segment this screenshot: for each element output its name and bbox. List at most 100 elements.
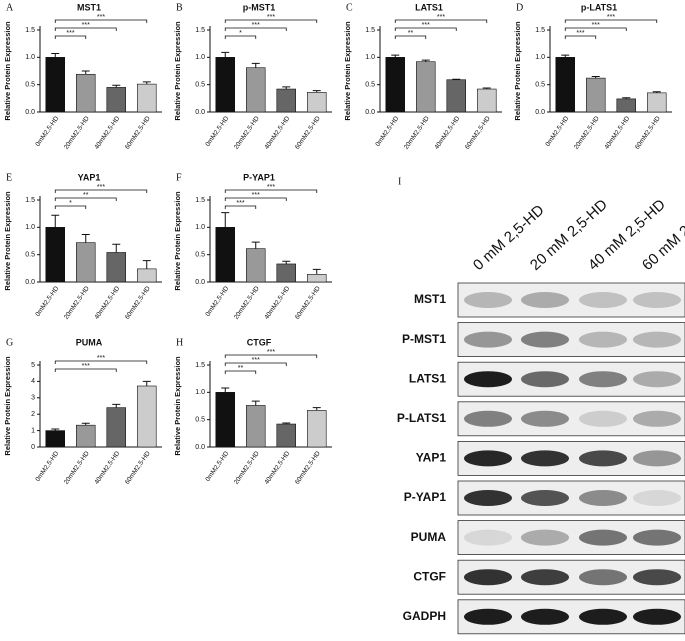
- error-bar: [81, 233, 90, 243]
- chart-title: p-LATS1: [581, 2, 617, 12]
- bar: [136, 268, 157, 283]
- error-bar: [282, 260, 291, 264]
- blot-band: [579, 569, 627, 586]
- blot-band: [464, 529, 512, 546]
- y-tick-label: 4: [31, 378, 35, 385]
- y-tick-label: 1.5: [25, 197, 35, 204]
- x-tick-label: 40mM2,5-HD: [603, 115, 631, 151]
- error-bar: [452, 78, 461, 80]
- significance-bracket: [224, 370, 257, 374]
- y-tick-label: 1.5: [195, 197, 205, 204]
- significance-bracket: [394, 27, 457, 31]
- significance-bracket: [394, 19, 488, 23]
- x-tick-label: 0mM2,5-HD: [204, 285, 230, 318]
- x-tick-label: 40mM2,5-HD: [263, 450, 291, 486]
- panel-letter: B: [176, 2, 183, 13]
- significance-label: ***: [422, 22, 430, 29]
- chart-title: P-YAP1: [243, 172, 275, 182]
- error-bar: [81, 422, 90, 426]
- x-tick-label: 20mM2,5-HD: [233, 285, 261, 321]
- y-tick-label: 1.5: [25, 27, 35, 34]
- error-bar: [312, 268, 321, 275]
- y-tick-label: 1.0: [25, 224, 35, 231]
- protein-label: P-MST1: [402, 332, 446, 346]
- significance-label: ***: [267, 349, 275, 356]
- significance-bracket: [224, 354, 318, 358]
- significance-bracket: [224, 27, 287, 31]
- blot-band: [464, 331, 512, 348]
- x-tick-label: 20mM2,5-HD: [63, 115, 91, 151]
- significance-bracket: [224, 362, 287, 366]
- x-tick-label: 60mM2,5-HD: [634, 115, 662, 151]
- x-tick-label: 60mM2,5-HD: [294, 450, 322, 486]
- protein-label: LATS1: [409, 371, 446, 385]
- significance-label: ***: [66, 30, 74, 37]
- panel-letter: H: [176, 337, 183, 348]
- y-tick-label: 0.0: [535, 109, 545, 116]
- blot-band: [521, 569, 569, 586]
- significance-label: *: [239, 30, 242, 37]
- blot-band: [464, 450, 512, 467]
- bar: [446, 79, 467, 113]
- bar: [45, 430, 66, 448]
- y-tick-label: 1.0: [365, 54, 375, 61]
- bar: [45, 227, 66, 283]
- error-bar: [421, 59, 430, 62]
- blot-band: [521, 410, 569, 427]
- y-tick-label: 0.5: [25, 82, 35, 89]
- significance-bracket: [54, 360, 148, 364]
- x-tick-label: 60mM2,5-HD: [124, 115, 152, 151]
- y-axis-label: Relative Protein Expression: [173, 356, 182, 456]
- error-bar: [312, 90, 321, 93]
- x-tick-label: 0mM2,5-HD: [204, 115, 230, 148]
- significance-bracket: [564, 35, 597, 39]
- bar: [555, 57, 576, 113]
- chart-title: MST1: [77, 2, 101, 12]
- y-axis-label: Relative Protein Expression: [3, 191, 12, 291]
- error-bar: [142, 81, 151, 85]
- x-tick-label: 40mM2,5-HD: [93, 450, 121, 486]
- x-tick-label: 0mM2,5-HD: [374, 115, 400, 148]
- significance-bracket: [54, 189, 148, 193]
- protein-label: CTGF: [413, 569, 446, 583]
- blot-band: [579, 490, 627, 506]
- panel-letter: D: [516, 2, 523, 13]
- significance-bracket: [224, 19, 318, 23]
- y-tick-label: 0.0: [25, 109, 35, 116]
- error-bar: [81, 70, 90, 75]
- y-tick-label: 0.0: [195, 279, 205, 286]
- blot-band: [633, 331, 681, 348]
- error-bar: [51, 214, 60, 228]
- chart-title: CTGF: [247, 337, 272, 347]
- x-tick-label: 20mM2,5-HD: [573, 115, 601, 151]
- blot-band: [579, 292, 627, 308]
- protein-label: P-YAP1: [404, 490, 447, 504]
- significance-bracket: [224, 35, 257, 39]
- bar: [646, 92, 667, 113]
- bar: [276, 88, 297, 113]
- significance-label: ***: [437, 14, 445, 21]
- significance-bracket: [564, 19, 658, 23]
- y-tick-label: 1.5: [195, 27, 205, 34]
- bar: [75, 424, 96, 448]
- error-bar: [622, 97, 631, 99]
- bar: [106, 87, 127, 113]
- bar: [106, 252, 127, 283]
- x-tick-label: 0mM2,5-HD: [34, 115, 60, 148]
- bar: [75, 242, 96, 283]
- blot-band: [464, 410, 512, 427]
- y-tick-label: 0.0: [195, 444, 205, 451]
- bar: [215, 57, 236, 113]
- y-tick-label: 3: [31, 395, 35, 402]
- blot-band: [633, 450, 681, 467]
- significance-label: ***: [97, 184, 105, 191]
- blot-strip: [457, 322, 685, 358]
- x-tick-label: 20mM2,5-HD: [403, 115, 431, 151]
- blot-band: [464, 608, 512, 625]
- bar: [306, 274, 327, 283]
- significance-bracket: [54, 19, 148, 23]
- blot-band: [464, 292, 512, 308]
- blot-band: [521, 529, 569, 546]
- chart-title: PUMA: [76, 337, 103, 347]
